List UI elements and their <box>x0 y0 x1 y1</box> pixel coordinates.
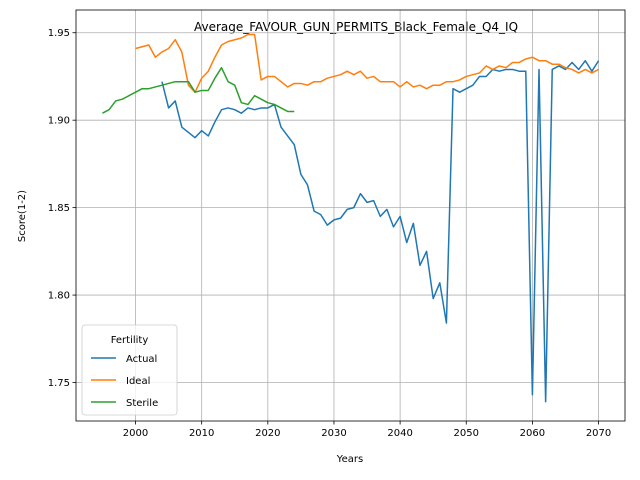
plot-frame <box>75 9 626 422</box>
legend-box <box>81 324 178 416</box>
legend-title: Fertility <box>111 335 149 346</box>
x-tick-label: 2070 <box>586 428 611 439</box>
legend-label-sterile: Sterile <box>126 398 158 409</box>
y-tick-label: 1.80 <box>48 291 70 302</box>
y-tick-label: 1.90 <box>48 116 70 127</box>
x-tick-label: 2020 <box>255 428 280 439</box>
x-tick-label: 2000 <box>123 428 148 439</box>
y-tick-label: 1.95 <box>48 28 70 39</box>
series-line-ideal <box>135 33 599 93</box>
axis-ticks: 2000 2010 2020 2030 2040 2050 2060 2070 1.75 1.80… <box>48 28 612 439</box>
y-axis-label: Score(1-2) <box>17 190 28 242</box>
chart-title: Average_FAVOUR_GUN_PERMITS_Black_Female_… <box>194 20 518 34</box>
legend-label-ideal: Ideal <box>126 376 150 387</box>
x-axis-label: Years <box>336 454 363 465</box>
x-tick-label: 2010 <box>189 428 214 439</box>
series-line-actual <box>161 59 600 403</box>
legend-label-actual: Actual <box>126 354 157 365</box>
y-tick-label: 1.75 <box>48 378 70 389</box>
x-tick-label: 2060 <box>520 428 545 439</box>
series-line-sterile <box>102 66 295 114</box>
x-tick-label: 2030 <box>321 428 346 439</box>
x-tick-label: 2050 <box>454 428 479 439</box>
x-tick-label: 2040 <box>387 428 412 439</box>
legend: Fertility Actual Ideal Sterile <box>81 324 178 416</box>
series-lines <box>102 33 600 403</box>
y-tick-label: 1.85 <box>48 203 70 214</box>
